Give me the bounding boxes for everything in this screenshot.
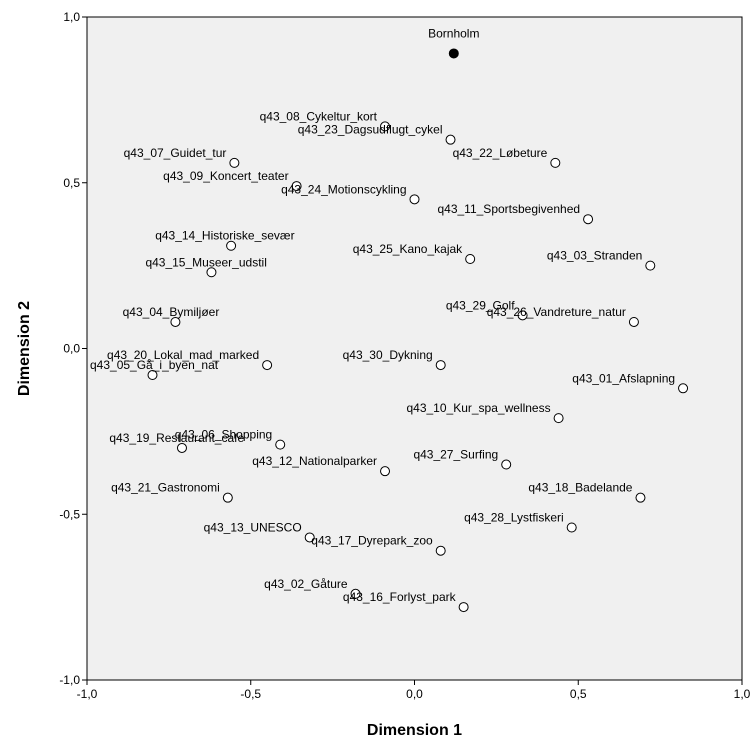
data-point [645, 260, 656, 271]
point-label: q43_19_Restaurant_cafe [109, 431, 244, 445]
data-point [206, 267, 217, 278]
data-point [501, 459, 512, 470]
point-label: q43_05_Gå_i_byen_nat [90, 358, 219, 372]
data-point [350, 588, 361, 599]
point-label: q43_21_Gastronomi [111, 481, 220, 495]
point-label: q43_06_Shopping [175, 428, 272, 442]
point-label: q43_24_Motionscykling [281, 182, 406, 196]
data-point [435, 545, 446, 556]
data-point [583, 214, 594, 225]
point-label: q43_18_Badelande [528, 481, 632, 495]
point-label: q43_02_Gåture [264, 577, 348, 591]
data-point [550, 157, 561, 168]
point-label: q43_09_Koncert_teater [163, 169, 288, 183]
data-point [678, 383, 689, 394]
data-point [380, 121, 391, 132]
point-label: q43_10_Kur_spa_wellness [406, 401, 550, 415]
point-label: q43_08_Cykeltur_kort [260, 109, 378, 123]
data-point [226, 240, 237, 251]
point-label: q43_28_Lystfiskeri [464, 511, 564, 525]
data-point [517, 310, 528, 321]
data-point [380, 466, 391, 477]
point-label: q43_12_Nationalparker [252, 454, 377, 468]
data-point [628, 316, 639, 327]
data-point [229, 157, 240, 168]
data-point [465, 253, 476, 264]
x-tick-label: 0,5 [570, 687, 587, 701]
data-point [635, 492, 646, 503]
point-label: q43_23_Dagsudflugt_cykel [298, 123, 443, 137]
point-label: q43_27_Surfing [413, 448, 498, 462]
point-label: q43_04_Bymiljøer [123, 305, 220, 319]
point-label: q43_17_Dyrepark_zoo [311, 534, 433, 548]
data-point [566, 522, 577, 533]
point-label: q43_25_Kano_kajak [353, 242, 463, 256]
data-point [304, 532, 315, 543]
data-point [222, 492, 233, 503]
x-axis-label: Dimension 1 [367, 722, 462, 739]
x-tick-label: -0,5 [240, 687, 261, 701]
data-point [275, 439, 286, 450]
y-tick-label: -1,0 [59, 673, 80, 687]
data-point [147, 370, 158, 381]
point-label: q43_29_Golf [446, 298, 515, 312]
point-label: q43_07_Guidet_tur [124, 146, 227, 160]
x-tick-label: 1,0 [734, 687, 751, 701]
point-label: q43_26_Vandreture_natur [487, 305, 626, 319]
y-tick-label: 1,0 [63, 10, 80, 24]
data-point [435, 360, 446, 371]
x-tick-label: 0,0 [406, 687, 423, 701]
plot-area [86, 16, 743, 681]
point-label: q43_22_Løbeture [453, 146, 548, 160]
data-point [458, 602, 469, 613]
point-label: q43_01_Afslapning [572, 371, 675, 385]
point-label: Bornholm [428, 26, 479, 40]
y-axis-label: Dimension 2 [16, 301, 33, 396]
point-label: q43_16_Forlyst_park [343, 590, 457, 604]
y-tick-label: -0,5 [59, 507, 80, 521]
data-point [291, 181, 302, 192]
point-label: q43_15_Museer_udstil [145, 255, 266, 269]
y-tick-label: 0,0 [63, 342, 80, 356]
point-label: q43_13_UNESCO [204, 520, 302, 534]
point-label: q43_03_Stranden [547, 249, 642, 263]
data-points: Bornholm q43_08_Cykeltur_kortq43_23_Dagsu… [90, 26, 689, 613]
point-label: q43_30_Dykning [343, 348, 433, 362]
point-label: q43_20_Lokal_mad_marked [107, 348, 259, 362]
data-point [409, 194, 420, 205]
x-tick-label: -1,0 [77, 687, 98, 701]
axis-ticks: -1,0 -0,5 0,0 0,5 1,0 -1,0 -0,5 0,0 0,5 1,0 [59, 10, 750, 701]
point-label: q43_14_Historiske_sevær [155, 229, 294, 243]
data-point [170, 316, 181, 327]
data-point [445, 134, 456, 145]
data-point [448, 48, 459, 59]
y-tick-label: 0,5 [63, 176, 80, 190]
data-point [262, 360, 273, 371]
data-point [176, 442, 187, 453]
point-label: q43_11_Sportsbegivenhed [437, 202, 580, 216]
data-point [553, 413, 564, 424]
